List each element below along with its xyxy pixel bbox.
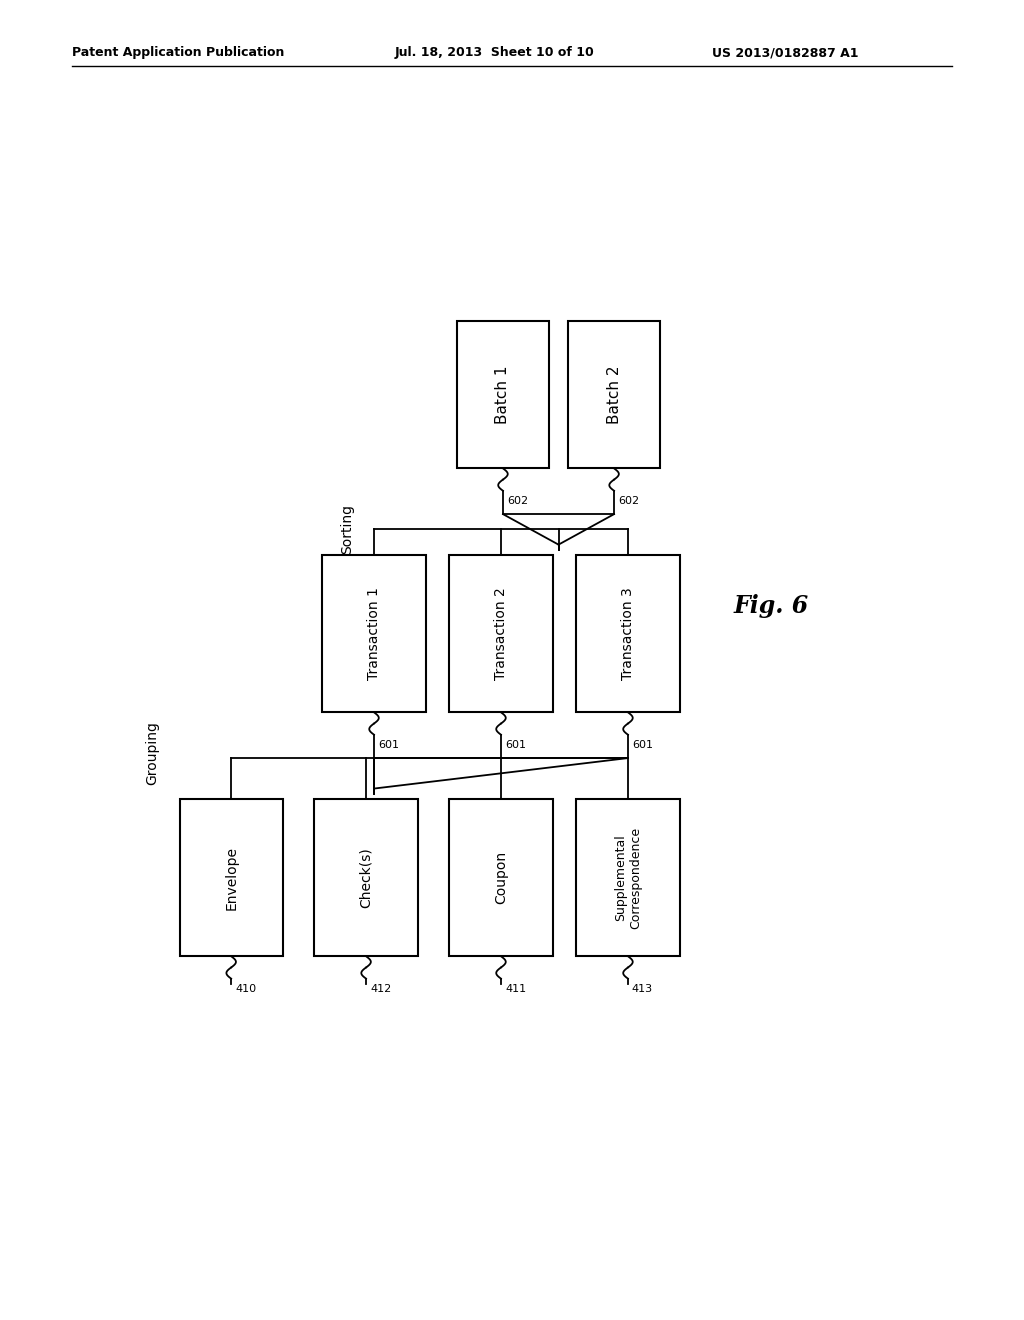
Text: Coupon: Coupon [494, 851, 508, 904]
Text: Supplemental
Correspondence: Supplemental Correspondence [614, 826, 642, 928]
Text: 601: 601 [505, 739, 526, 750]
Text: 602: 602 [507, 496, 528, 506]
FancyBboxPatch shape [450, 554, 553, 713]
FancyBboxPatch shape [568, 321, 659, 469]
Text: 602: 602 [618, 496, 639, 506]
Text: Batch 2: Batch 2 [606, 366, 622, 424]
Text: Sorting: Sorting [340, 504, 354, 554]
FancyBboxPatch shape [323, 554, 426, 713]
Text: Envelope: Envelope [224, 846, 239, 909]
FancyBboxPatch shape [458, 321, 549, 469]
FancyBboxPatch shape [577, 799, 680, 956]
Text: Transaction 1: Transaction 1 [367, 587, 381, 680]
Text: Check(s): Check(s) [359, 847, 373, 908]
Text: Jul. 18, 2013  Sheet 10 of 10: Jul. 18, 2013 Sheet 10 of 10 [394, 46, 594, 59]
Text: US 2013/0182887 A1: US 2013/0182887 A1 [712, 46, 858, 59]
Text: Transaction 3: Transaction 3 [621, 587, 635, 680]
Text: Transaction 2: Transaction 2 [494, 587, 508, 680]
FancyBboxPatch shape [179, 799, 283, 956]
Text: 601: 601 [378, 739, 399, 750]
Text: Grouping: Grouping [145, 721, 160, 785]
Text: 413: 413 [632, 983, 653, 994]
Text: Fig. 6: Fig. 6 [733, 594, 808, 618]
FancyBboxPatch shape [577, 554, 680, 713]
Text: 411: 411 [505, 983, 526, 994]
Text: 412: 412 [370, 983, 391, 994]
Text: 410: 410 [236, 983, 256, 994]
FancyBboxPatch shape [314, 799, 418, 956]
Text: Patent Application Publication: Patent Application Publication [72, 46, 284, 59]
FancyBboxPatch shape [450, 799, 553, 956]
Text: 601: 601 [632, 739, 653, 750]
Text: Batch 1: Batch 1 [496, 366, 511, 424]
